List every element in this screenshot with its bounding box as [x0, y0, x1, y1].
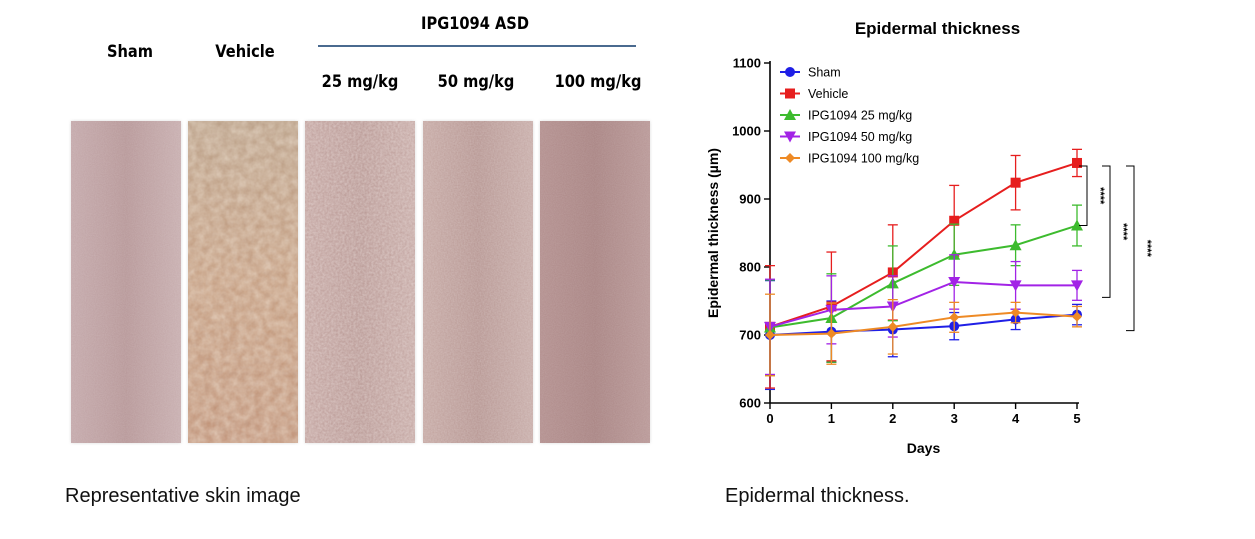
- y-tick-label-800: 800: [739, 260, 761, 275]
- legend-marker-4: [785, 153, 795, 163]
- x-tick-label-1: 1: [828, 411, 835, 426]
- series-0-line: [769, 313, 1078, 336]
- header-dose-25: 25 mg/kg: [321, 72, 399, 92]
- x-tick-label-2: 2: [889, 411, 896, 426]
- legend-label-0: Sham: [808, 66, 841, 80]
- significance-bracket-1: [1102, 165, 1111, 298]
- x-tick-label-0: 0: [766, 411, 773, 426]
- legend-label-2: IPG1094 25 mg/kg: [808, 109, 912, 123]
- caption-epidermal-thickness: Epidermal thickness.: [725, 485, 910, 507]
- x-tick-label-5: 5: [1073, 411, 1080, 426]
- skin-image-sham: [71, 121, 181, 443]
- significance-label-0: ****: [1094, 187, 1106, 205]
- legend-label-3: IPG1094 50 mg/kg: [808, 130, 912, 144]
- significance-label-1: ****: [1117, 223, 1129, 241]
- series-4-point-2: [887, 321, 898, 332]
- skin-sham-graphic: [71, 121, 181, 443]
- y-axis-label: Epidermal thickness (µm): [705, 148, 721, 318]
- skin-vehicle-graphic: [188, 121, 298, 443]
- skin-dose-50-graphic: [423, 121, 533, 443]
- x-tick-label-4: 4: [1012, 411, 1020, 426]
- series-3-line: [769, 280, 1077, 328]
- y-tick-label-1100: 1100: [733, 56, 761, 71]
- series-1-point-4: [1010, 177, 1021, 188]
- series-4-point-3: [949, 312, 960, 323]
- series-4-point-1: [826, 328, 837, 339]
- series-3-point-4: [1009, 280, 1022, 292]
- x-axis-label: Days: [907, 440, 941, 456]
- skin-image-vehicle: [188, 121, 298, 443]
- series-1-point-3: [949, 215, 960, 226]
- caption-skin-image: Representative skin image: [65, 485, 301, 507]
- series-4-point-0: [765, 330, 775, 340]
- series-4-line: [769, 311, 1078, 336]
- legend-marker-2: [784, 109, 796, 120]
- series-3-point-5: [1071, 280, 1083, 292]
- skin-image-dose-100: [540, 121, 650, 443]
- skin-image-dose-25: [305, 121, 415, 443]
- significance-bracket-2: [1126, 165, 1135, 332]
- series-2-line: [769, 224, 1078, 329]
- legend-marker-1: [785, 88, 795, 99]
- header-sham: Sham: [106, 42, 154, 62]
- legend-label-4: IPG1094 100 mg/kg: [808, 152, 919, 166]
- header-dose-50: 50 mg/kg: [437, 72, 515, 92]
- significance-bracket-0: [1079, 165, 1088, 227]
- x-tick-label-3: 3: [951, 411, 958, 426]
- y-tick-label-600: 600: [739, 396, 761, 411]
- series-3-point-3: [948, 276, 961, 288]
- legend-marker-3: [784, 131, 796, 143]
- header-ipg1094-asd: IPG1094 ASD: [421, 14, 529, 34]
- series-2-point-4: [1009, 239, 1022, 251]
- skin-image-dose-50: [423, 121, 533, 443]
- epidermal-thickness-chart: Epidermal thickness 600 700 800 900 1000 1100 0…: [705, 19, 1153, 456]
- series-1-point-5: [1072, 157, 1082, 168]
- header-dose-100: 100 mg/kg: [554, 72, 642, 92]
- chart-title: Epidermal thickness: [855, 19, 1020, 38]
- series-1-line: [769, 162, 1078, 328]
- skin-dose-100-graphic: [540, 121, 650, 443]
- significance-label-2: ****: [1141, 240, 1153, 258]
- series-4-point-4: [1010, 307, 1021, 318]
- y-tick-label-1000: 1000: [732, 124, 761, 139]
- group-bracket-line: [318, 45, 636, 47]
- series-4-point-5: [1072, 311, 1082, 322]
- legend-marker-0: [785, 67, 795, 77]
- series-2-point-5: [1071, 219, 1083, 231]
- legend-label-1: Vehicle: [808, 87, 848, 101]
- header-vehicle: Vehicle: [215, 42, 275, 62]
- skin-dose-25-graphic: [305, 121, 415, 443]
- y-tick-label-700: 700: [739, 328, 761, 343]
- y-tick-label-900: 900: [739, 192, 761, 207]
